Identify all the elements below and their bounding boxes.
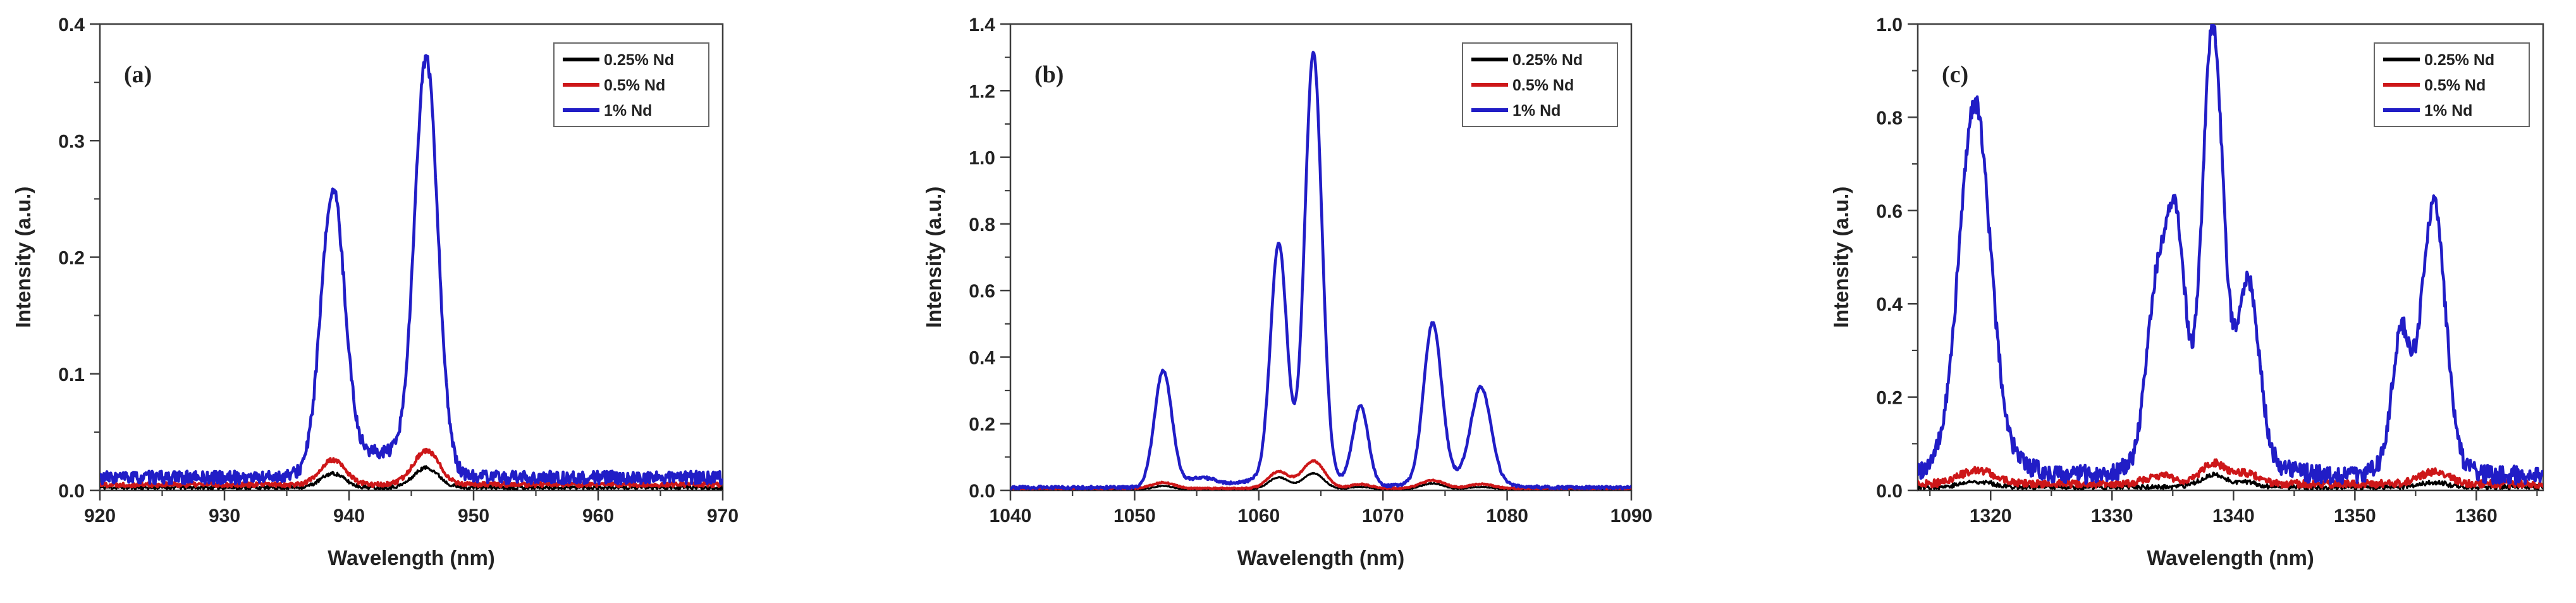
y-tick-label: 0.0 <box>969 481 995 502</box>
x-tick-label: 970 <box>707 506 739 526</box>
x-tick-label: 1090 <box>1610 506 1653 526</box>
panel-b: 1040 1050 1060 1070 1080 1090 0.0 0.2 0.4 0.6 0.8 1… <box>922 15 1652 569</box>
x-tick-label: 1060 <box>1237 506 1280 526</box>
legend-label: 0.5% Nd <box>2424 77 2486 94</box>
series-curve-1-nd <box>1010 51 1631 490</box>
y-tick-label: 0.3 <box>58 131 85 152</box>
y-tick-label: 0.2 <box>1876 388 1903 409</box>
series-curve-0-5-nd <box>1918 458 2543 489</box>
legend-label: 1% Nd <box>2424 102 2472 120</box>
legend-label: 0.25% Nd <box>1512 51 1583 69</box>
x-axis-title: Wavelength (nm) <box>1237 546 1405 569</box>
panel-a: 920 930 940 950 960 970 0.0 0.1 0.2 0.3 0.4 Wavelen… <box>11 15 739 569</box>
y-axis-title: Intensity (a.u.) <box>1829 187 1853 328</box>
series-curve-1-nd <box>1918 24 2543 486</box>
series-curve-0-25-nd <box>1918 471 2543 490</box>
y-tick-label: 0.4 <box>58 15 85 35</box>
panel-c: 1320 1330 1340 1350 1360 0.0 0.2 0.4 0.6 0.8 1.0 Wa… <box>1829 15 2544 569</box>
x-tick-label: 930 <box>209 506 240 526</box>
legend-label: 0.5% Nd <box>1512 77 1574 94</box>
panel-letter: (b) <box>1034 61 1064 88</box>
series-group <box>1918 24 2543 490</box>
y-tick-label: 0.2 <box>969 414 995 435</box>
legend-label: 1% Nd <box>604 102 652 120</box>
legend: 0.25% Nd 0.5% Nd 1% Nd <box>1462 42 1618 127</box>
y-tick-label: 0.0 <box>58 481 85 502</box>
legend-label: 0.25% Nd <box>2424 51 2494 69</box>
y-tick-label: 0.8 <box>1876 108 1903 128</box>
x-tick-label: 960 <box>582 506 614 526</box>
y-tick-label: 0.6 <box>969 281 995 302</box>
x-tick-label: 1330 <box>2091 506 2133 526</box>
x-tick-label: 1360 <box>2455 506 2498 526</box>
y-tick-label: 0.4 <box>1876 294 1903 315</box>
x-tick-label: 1340 <box>2212 506 2255 526</box>
y-tick-label: 0.0 <box>1876 481 1903 502</box>
x-tick-label: 1040 <box>990 506 1032 526</box>
series-curve-0-5-nd <box>100 447 723 488</box>
y-tick-label: 1.0 <box>969 148 995 169</box>
y-tick-label: 1.2 <box>969 81 995 102</box>
legend-label: 0.5% Nd <box>604 77 665 94</box>
legend-label: 1% Nd <box>1512 102 1561 120</box>
x-axis-title: Wavelength (nm) <box>2147 546 2314 569</box>
panel-letter: (c) <box>1942 61 1968 88</box>
legend: 0.25% Nd 0.5% Nd 1% Nd <box>553 42 709 127</box>
y-axis-title: Intensity (a.u.) <box>922 187 945 328</box>
legend-label: 0.25% Nd <box>604 51 674 69</box>
x-tick-label: 1080 <box>1486 506 1528 526</box>
series-curve-1-nd <box>100 54 723 485</box>
y-tick-label: 1.4 <box>969 15 995 35</box>
x-tick-label: 920 <box>84 506 116 526</box>
x-tick-label: 1050 <box>1113 506 1156 526</box>
x-axis-title: Wavelength (nm) <box>328 546 495 569</box>
series-group <box>100 54 723 490</box>
y-tick-label: 0.8 <box>969 214 995 235</box>
series-group <box>1010 51 1631 490</box>
panel-letter: (a) <box>124 61 152 88</box>
x-tick-label: 940 <box>333 506 365 526</box>
x-tick-label: 1350 <box>2334 506 2376 526</box>
y-tick-label: 0.2 <box>58 248 85 269</box>
y-tick-label: 0.4 <box>969 347 995 368</box>
x-tick-label: 1070 <box>1362 506 1404 526</box>
x-tick-label: 1320 <box>1970 506 2012 526</box>
y-tick-label: 1.0 <box>1876 15 1903 35</box>
legend: 0.25% Nd 0.5% Nd 1% Nd <box>2374 42 2530 127</box>
x-tick-label: 950 <box>458 506 489 526</box>
y-axis-title: Intensity (a.u.) <box>11 187 35 328</box>
y-tick-label: 0.1 <box>58 364 85 385</box>
y-tick-label: 0.6 <box>1876 201 1903 222</box>
